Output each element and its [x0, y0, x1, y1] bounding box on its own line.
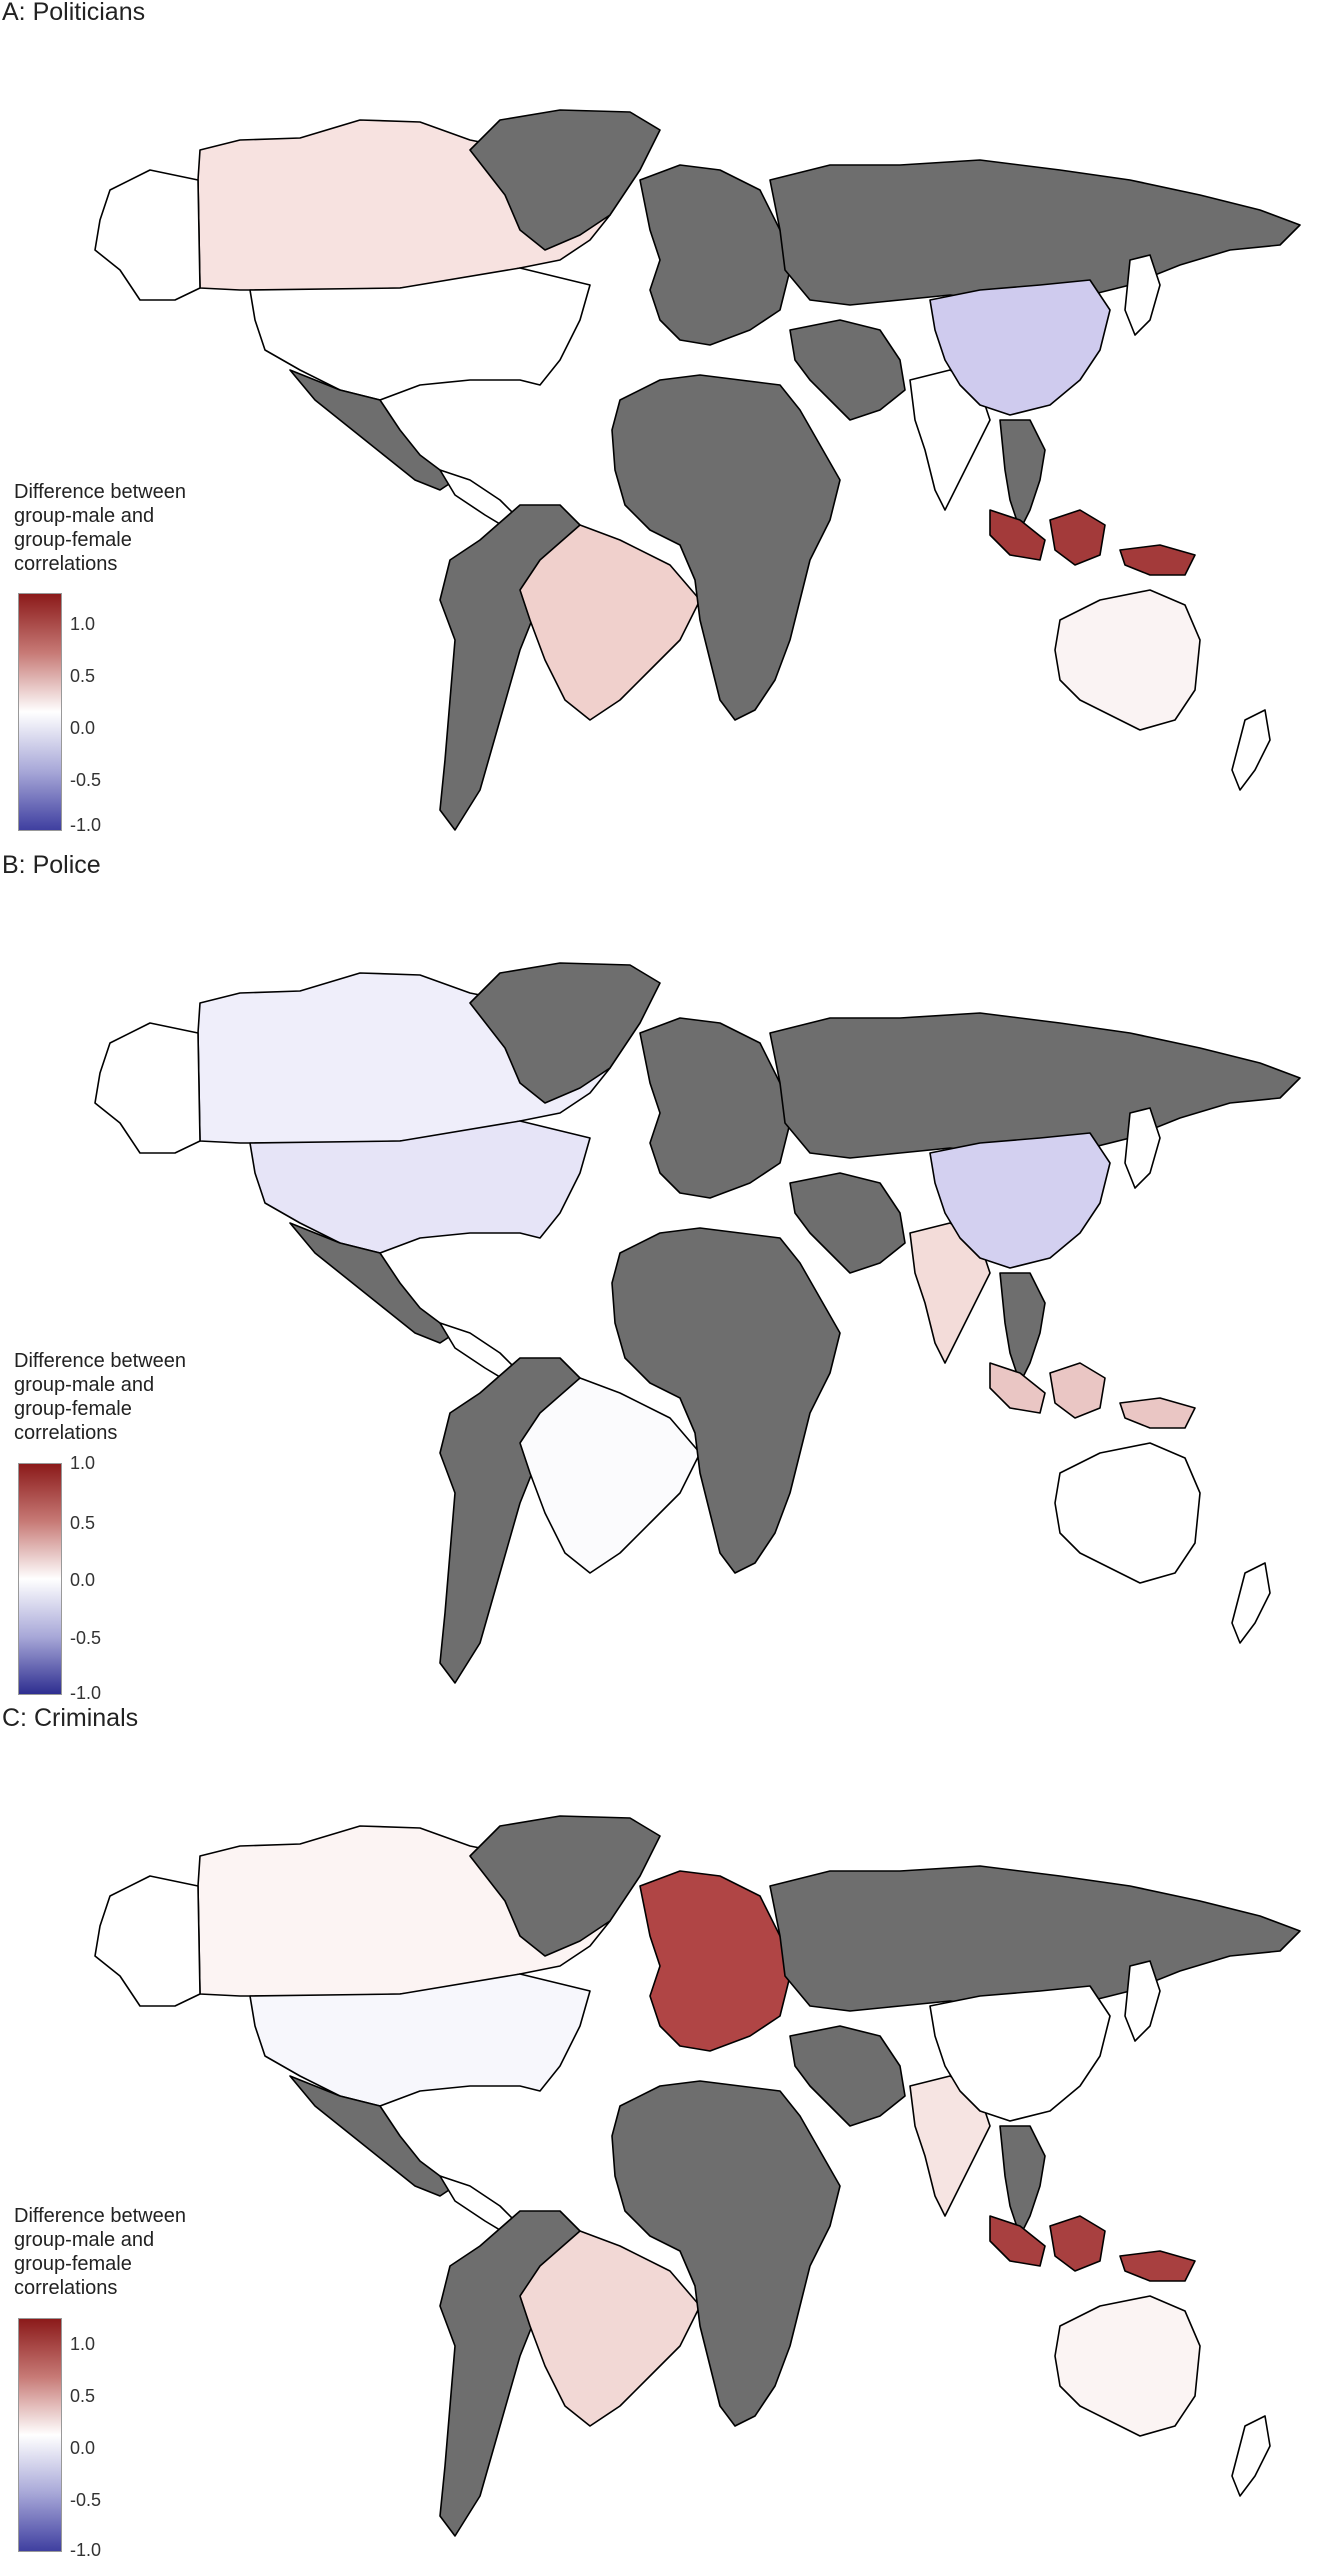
europe-region [639, 1870, 791, 2052]
panel-criminals: C: Criminals Difference between group-ma… [0, 1704, 1321, 2560]
southeast-asia-region [999, 1272, 1046, 1384]
usa-region [249, 267, 591, 401]
mexico-region [289, 2075, 456, 2197]
japan-region [1124, 1107, 1161, 1189]
panel-title: A: Politicians [2, 0, 146, 26]
australia-region [1054, 589, 1201, 731]
russia-region [769, 1865, 1301, 2012]
legend-title-line: correlations [14, 553, 118, 575]
australia-region [1054, 2295, 1201, 2437]
legend-tick-label: 0.5 [70, 666, 96, 686]
panel-title: B: Police [2, 851, 101, 879]
legend-tick-label: 0.5 [70, 1513, 96, 1533]
alaska-region [94, 169, 201, 301]
legend-tick-label: -1.0 [70, 815, 102, 835]
legend-tick-label: -0.5 [70, 770, 102, 790]
legend-tick-label: 1.0 [70, 614, 96, 634]
legend-tick-label: -1.0 [70, 2540, 102, 2560]
europe-region [639, 1017, 791, 1199]
russia-region [769, 1012, 1301, 1159]
legend-title-line: group-female [14, 2253, 132, 2275]
china-region [929, 1985, 1111, 2122]
mexico-region [289, 1222, 456, 1344]
legend-colorbar [18, 2318, 62, 2552]
legend-tick-label: 0.0 [70, 718, 96, 738]
new-zealand-region [1231, 1562, 1271, 1644]
world-map [94, 109, 1301, 831]
africa-region [611, 1227, 841, 1574]
middle-east-region [789, 319, 906, 421]
legend-title-line: Difference between [14, 2205, 186, 2227]
legend-title-line: group-male and [14, 1374, 155, 1396]
legend-title-line: group-male and [14, 2229, 155, 2251]
new-zealand-region [1231, 2415, 1271, 2497]
legend-title-line: group-female [14, 529, 132, 551]
legend-title-line: correlations [14, 1422, 118, 1444]
legend-title-line: Difference between [14, 481, 186, 503]
legend-title-line: correlations [14, 2277, 118, 2299]
usa-region [249, 1120, 591, 1254]
europe-region [639, 164, 791, 346]
indonesia-region [989, 509, 1196, 576]
legend-title-line: Difference between [14, 1350, 186, 1372]
japan-region [1124, 1960, 1161, 2042]
china-region [929, 1132, 1111, 1269]
legend-title-line: group-male and [14, 505, 155, 527]
legend-tick-label: 0.0 [70, 1570, 96, 1590]
greenland-region [469, 109, 661, 251]
brazil-region [519, 524, 701, 721]
russia-region [769, 159, 1301, 306]
alaska-region [94, 1875, 201, 2007]
legend-tick-label: 0.5 [70, 2386, 96, 2406]
new-zealand-region [1231, 709, 1271, 791]
middle-east-region [789, 2025, 906, 2127]
panel-title: C: Criminals [2, 1704, 139, 1732]
indonesia-region [989, 2215, 1196, 2282]
japan-region [1124, 254, 1161, 336]
legend-title-line: group-female [14, 1398, 132, 1420]
legend-tick-label: -0.5 [70, 2490, 102, 2510]
legend-colorbar [18, 1463, 62, 1695]
greenland-region [469, 962, 661, 1104]
southeast-asia-region [999, 2125, 1046, 2237]
middle-east-region [789, 1172, 906, 1274]
world-map [94, 1815, 1301, 2537]
legend-tick-label: -0.5 [70, 1628, 102, 1648]
legend-tick-label: 1.0 [70, 1453, 96, 1473]
panel-politicians: A: Politicians Difference between group-… [0, 0, 1321, 853]
legend-tick-label: -1.0 [70, 1683, 102, 1703]
china-region [929, 279, 1111, 416]
brazil-region [519, 1377, 701, 1574]
world-map [94, 962, 1301, 1684]
southeast-asia-region [999, 419, 1046, 531]
brazil-region [519, 2230, 701, 2427]
usa-region [249, 1973, 591, 2107]
indonesia-region [989, 1362, 1196, 1429]
australia-region [1054, 1442, 1201, 1584]
greenland-region [469, 1815, 661, 1957]
legend-tick-label: 1.0 [70, 2334, 96, 2354]
legend-tick-label: 0.0 [70, 2438, 96, 2458]
legend-colorbar [18, 593, 62, 831]
alaska-region [94, 1022, 201, 1154]
panel-police: B: Police Difference between group-male … [0, 851, 1321, 1706]
africa-region [611, 2080, 841, 2427]
mexico-region [289, 369, 456, 491]
africa-region [611, 374, 841, 721]
